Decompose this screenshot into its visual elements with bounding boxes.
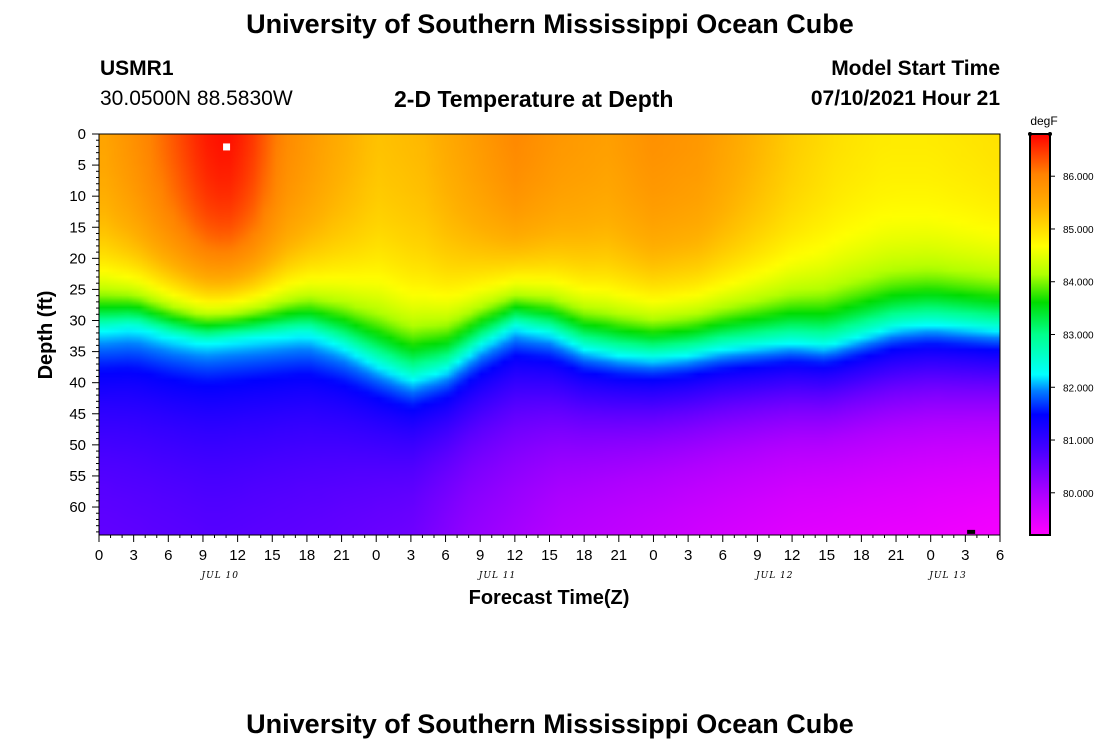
x-tick-label: 18 [576,547,593,564]
x-tick-label: 3 [129,547,137,564]
y-axis-label: Depth (ft) [35,291,57,380]
x-tick-label: 3 [407,547,415,564]
y-tick-label: 15 [69,219,86,236]
colorbar-corner-dot [1048,132,1052,136]
date-label: JUL 10 [200,571,239,581]
x-tick-label: 15 [818,547,835,564]
x-tick-label: 18 [299,547,316,564]
colorbar-tick-label: 86.000 [1063,172,1094,183]
date-label: JUL 11 [477,571,516,581]
y-tick-label: 60 [69,499,86,516]
x-tick-label: 0 [372,547,380,564]
x-tick-label: 6 [719,547,727,564]
x-tick-label: 21 [888,547,905,564]
y-tick-label: 30 [69,313,86,330]
station-id: USMR1 [100,57,174,80]
x-tick-label: 9 [199,547,207,564]
x-tick-label: 6 [996,547,1004,564]
plot-title: 2-D Temperature at Depth [394,86,674,112]
x-tick-label: 9 [476,547,484,564]
x-tick-label: 3 [684,547,692,564]
y-tick-label: 55 [69,468,86,485]
y-tick-label: 0 [78,126,86,143]
x-tick-label: 0 [649,547,657,564]
model-start-label: Model Start Time [831,57,1000,80]
x-tick-label: 6 [441,547,449,564]
min-temp-marker [967,529,976,534]
page-title-top: University of Southern Mississippi Ocean… [246,9,854,39]
x-axis-label: Forecast Time(Z) [469,587,630,609]
y-tick-label: 25 [69,281,86,298]
y-tick-label: 10 [69,188,86,205]
station-coordinates: 30.0500N 88.5830W [100,87,293,110]
date-label: JUL 13 [927,571,966,581]
x-tick-label: 0 [927,547,935,564]
x-tick-label: 15 [264,547,281,564]
x-tick-label: 12 [784,547,801,564]
x-tick-label: 12 [507,547,524,564]
x-tick-label: 15 [541,547,558,564]
y-tick-label: 45 [69,406,86,423]
y-tick-label: 20 [69,250,86,267]
colorbar-corner-dot [1028,132,1032,136]
colorbar-scale [1029,133,1051,536]
model-start-value: 07/10/2021 Hour 21 [810,87,1000,110]
x-tick-label: 12 [229,547,246,564]
x-tick-label: 9 [753,547,761,564]
x-tick-label: 6 [164,547,172,564]
date-label: JUL 12 [754,571,793,581]
y-tick-label: 35 [69,344,86,361]
colorbar-unit-label: degF [1030,114,1057,128]
x-tick-label: 3 [961,547,969,564]
colorbar-tick-label: 80.000 [1063,489,1094,500]
colorbar-tick-label: 82.000 [1063,383,1094,394]
colorbar-tick-label: 83.000 [1063,331,1094,342]
y-tick-label: 5 [78,157,86,174]
x-tick-label: 0 [95,547,103,564]
colorbar-tick-label: 84.000 [1063,278,1094,289]
page-title-bottom: University of Southern Mississippi Ocean… [246,709,854,739]
colorbar-tick-label: 81.000 [1063,436,1094,447]
y-tick-label: 50 [69,437,86,454]
max-temp-marker [223,143,231,151]
x-tick-label: 18 [853,547,870,564]
heatmap-field [99,134,1000,535]
x-tick-label: 21 [610,547,627,564]
x-tick-label: 21 [333,547,350,564]
colorbar-tick-label: 85.000 [1063,225,1094,236]
y-tick-label: 40 [69,375,86,392]
